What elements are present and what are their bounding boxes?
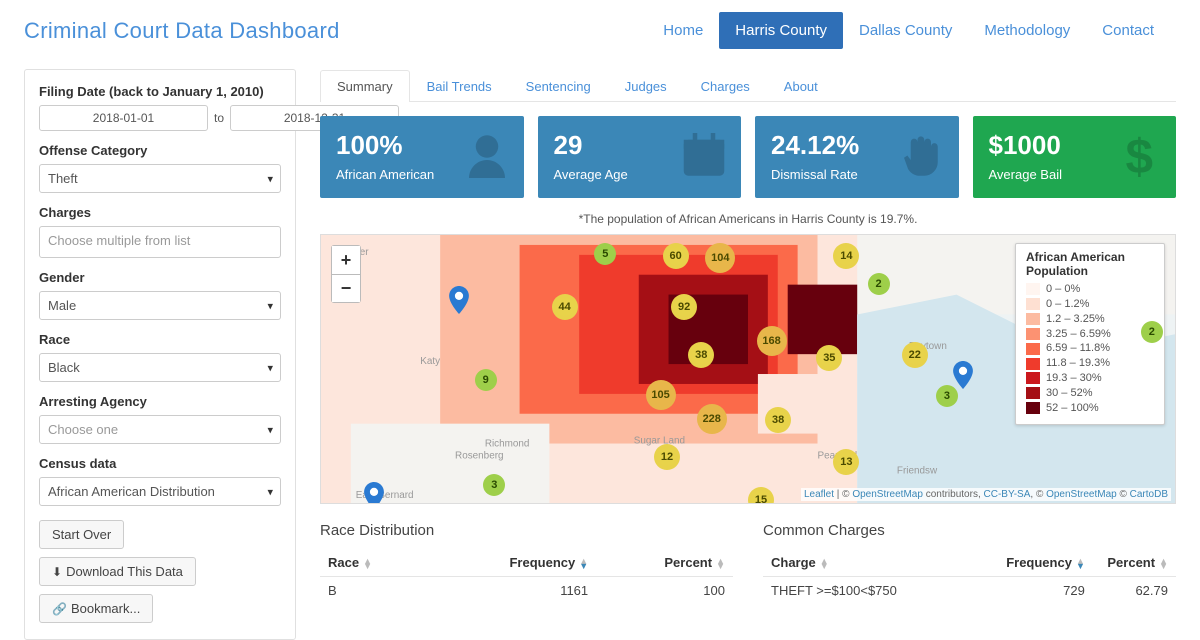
offense-select[interactable]: Theft bbox=[39, 164, 281, 193]
osm-link[interactable]: OpenStreetMap bbox=[852, 489, 923, 500]
download-icon: ⬇ bbox=[52, 565, 62, 579]
zoom-in-button[interactable]: + bbox=[332, 246, 360, 274]
tab-judges[interactable]: Judges bbox=[608, 70, 684, 102]
osm2-link[interactable]: OpenStreetMap bbox=[1046, 489, 1117, 500]
map-cluster[interactable]: 3 bbox=[483, 474, 505, 496]
calendar-icon bbox=[677, 129, 731, 186]
filing-date-label: Filing Date (back to January 1, 2010) bbox=[39, 84, 281, 99]
tab-charges[interactable]: Charges bbox=[684, 70, 767, 102]
map-marker[interactable] bbox=[953, 361, 973, 389]
svg-text:Rosenberg: Rosenberg bbox=[455, 450, 503, 461]
legend-row: 52 – 100% bbox=[1026, 401, 1154, 416]
map-cluster[interactable]: 44 bbox=[552, 294, 578, 320]
stat-card-average-age: 29Average Age bbox=[538, 116, 742, 198]
stat-card-dismissal-rate: 24.12%Dismissal Rate bbox=[755, 116, 959, 198]
primary-nav: HomeHarris CountyDallas CountyMethodolog… bbox=[647, 12, 1170, 49]
map-cluster[interactable]: 35 bbox=[816, 345, 842, 371]
person-icon bbox=[460, 129, 514, 186]
site-brand[interactable]: Criminal Court Data Dashboard bbox=[24, 18, 340, 44]
leaflet-link[interactable]: Leaflet bbox=[804, 489, 834, 500]
census-select[interactable]: African American Distribution bbox=[39, 477, 281, 506]
map-cluster[interactable]: 9 bbox=[475, 369, 497, 391]
stat-cards: 100%African American29Average Age24.12%D… bbox=[320, 116, 1176, 198]
race-label: Race bbox=[39, 332, 281, 347]
frequency-col-header[interactable]: Frequency▲▼ bbox=[427, 549, 596, 577]
download-data-button[interactable]: ⬇Download This Data bbox=[39, 557, 196, 586]
link-icon: 🔗 bbox=[52, 602, 67, 616]
census-label: Census data bbox=[39, 456, 281, 471]
race-distribution-table: Race Distribution Race▲▼ Frequency▲▼ Per… bbox=[320, 522, 733, 604]
charges-multiselect[interactable]: Choose multiple from list bbox=[39, 226, 281, 258]
nav-methodology[interactable]: Methodology bbox=[968, 12, 1086, 49]
table-row: THEFT >=$100<$750 729 62.79 bbox=[763, 577, 1176, 605]
tab-sentencing[interactable]: Sentencing bbox=[509, 70, 608, 102]
stat-card-african-american: 100%African American bbox=[320, 116, 524, 198]
agency-select[interactable]: Choose one bbox=[39, 415, 281, 444]
map-cluster[interactable]: 12 bbox=[654, 444, 680, 470]
legend-row: 1.2 – 3.25% bbox=[1026, 312, 1154, 327]
common-charges-table: Common Charges Charge▲▼ Frequency▲▼ Perc… bbox=[763, 522, 1176, 604]
map-marker[interactable] bbox=[449, 286, 469, 314]
start-over-button[interactable]: Start Over bbox=[39, 520, 124, 549]
map-cluster[interactable]: 92 bbox=[671, 294, 697, 320]
map-cluster[interactable]: 228 bbox=[697, 404, 727, 434]
main-content: SummaryBail TrendsSentencingJudgesCharge… bbox=[320, 69, 1176, 604]
charge-col-header[interactable]: Charge▲▼ bbox=[763, 549, 990, 577]
hand-icon bbox=[895, 129, 949, 186]
legend-row: 0 – 0% bbox=[1026, 282, 1154, 297]
filter-sidebar: Filing Date (back to January 1, 2010) to… bbox=[24, 69, 296, 640]
nav-home[interactable]: Home bbox=[647, 12, 719, 49]
map-cluster[interactable]: 22 bbox=[902, 342, 928, 368]
frequency-col-header[interactable]: Frequency▲▼ bbox=[990, 549, 1093, 577]
legend-row: 11.8 – 19.3% bbox=[1026, 356, 1154, 371]
nav-harris-county[interactable]: Harris County bbox=[719, 12, 843, 49]
percent-col-header[interactable]: Percent▲▼ bbox=[1093, 549, 1176, 577]
dollar-icon: $ bbox=[1112, 129, 1166, 186]
choropleth-map[interactable]: Waller Katy Sugar Land Rosenberg Richmon… bbox=[320, 234, 1176, 504]
svg-text:Friendsw: Friendsw bbox=[897, 465, 938, 476]
svg-text:$: $ bbox=[1126, 130, 1154, 183]
table-row: B 1161 100 bbox=[320, 577, 733, 605]
map-cluster[interactable]: 2 bbox=[1141, 321, 1163, 343]
legend-row: 6.59 – 11.8% bbox=[1026, 341, 1154, 356]
zoom-out-button[interactable]: − bbox=[332, 274, 360, 302]
race-col-header[interactable]: Race▲▼ bbox=[320, 549, 427, 577]
map-marker[interactable] bbox=[364, 482, 384, 504]
tab-bail-trends[interactable]: Bail Trends bbox=[410, 70, 509, 102]
legend-row: 30 – 52% bbox=[1026, 386, 1154, 401]
nav-dallas-county[interactable]: Dallas County bbox=[843, 12, 968, 49]
legend-row: 19.3 – 30% bbox=[1026, 371, 1154, 386]
map-cluster[interactable]: 105 bbox=[646, 380, 676, 410]
legend-row: 0 – 1.2% bbox=[1026, 297, 1154, 312]
svg-text:Katy: Katy bbox=[420, 356, 440, 367]
agency-label: Arresting Agency bbox=[39, 394, 281, 409]
nav-contact[interactable]: Contact bbox=[1086, 12, 1170, 49]
tab-about[interactable]: About bbox=[767, 70, 835, 102]
percent-col-header[interactable]: Percent▲▼ bbox=[596, 549, 733, 577]
bookmark-button[interactable]: 🔗Bookmark... bbox=[39, 594, 153, 623]
map-zoom-controls: + − bbox=[331, 245, 361, 303]
map-cluster[interactable]: 2 bbox=[868, 273, 890, 295]
map-cluster[interactable]: 60 bbox=[663, 243, 689, 269]
population-footnote: *The population of African Americans in … bbox=[320, 212, 1176, 226]
date-from-input[interactable] bbox=[39, 105, 208, 131]
map-cluster[interactable]: 168 bbox=[757, 326, 787, 356]
charges-label: Charges bbox=[39, 205, 281, 220]
gender-select[interactable]: Male bbox=[39, 291, 281, 320]
stat-card-average-bail: $1000Average Bail$ bbox=[973, 116, 1177, 198]
carto-link[interactable]: CartoDB bbox=[1130, 489, 1168, 500]
race-select[interactable]: Black bbox=[39, 353, 281, 382]
offense-label: Offense Category bbox=[39, 143, 281, 158]
date-to-label: to bbox=[214, 111, 224, 125]
ccbysa-link[interactable]: CC-BY-SA bbox=[984, 489, 1031, 500]
tab-summary[interactable]: Summary bbox=[320, 70, 410, 102]
map-cluster[interactable]: 38 bbox=[765, 407, 791, 433]
svg-text:Richmond: Richmond bbox=[485, 439, 530, 450]
legend-row: 3.25 – 6.59% bbox=[1026, 327, 1154, 342]
content-tabs: SummaryBail TrendsSentencingJudgesCharge… bbox=[320, 69, 1176, 102]
gender-label: Gender bbox=[39, 270, 281, 285]
map-attribution: Leaflet | © OpenStreetMap contributors, … bbox=[801, 488, 1171, 501]
